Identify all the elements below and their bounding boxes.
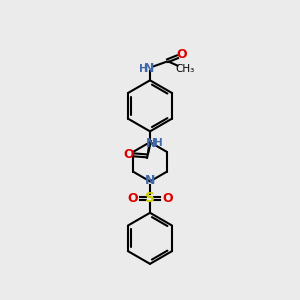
Text: N: N bbox=[144, 62, 154, 75]
Text: H: H bbox=[139, 64, 148, 74]
Text: CH₃: CH₃ bbox=[176, 64, 195, 74]
Text: N: N bbox=[145, 174, 155, 187]
Text: O: O bbox=[127, 192, 138, 205]
Text: O: O bbox=[123, 148, 134, 161]
Text: O: O bbox=[176, 48, 187, 61]
Text: H: H bbox=[154, 138, 163, 148]
Text: S: S bbox=[145, 191, 155, 205]
Text: O: O bbox=[162, 192, 173, 205]
Text: N: N bbox=[146, 136, 156, 150]
